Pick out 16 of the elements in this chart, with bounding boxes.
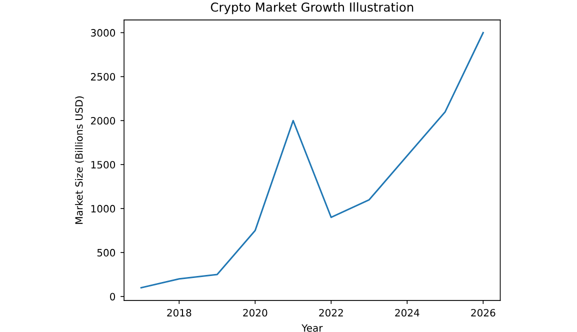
x-tick-label: 2026 [471,308,496,317]
y-tick-label: 500 [97,248,116,256]
y-tick-label: 1000 [91,204,116,212]
x-tick-label: 2020 [243,308,268,317]
y-tick-label: 2000 [91,116,116,125]
y-axis-title: Market Size (Billions USD) [75,96,84,224]
y-tick-label: 3000 [91,29,116,37]
x-tick-label: 2022 [319,308,343,317]
y-tick-label: 2500 [91,73,116,81]
x-tick-label: 2024 [395,308,420,317]
x-tick-label: 2018 [167,308,192,317]
line-series [140,32,484,288]
chart-title: Crypto Market Growth Illustration [210,2,414,14]
y-tick-label: 0 [110,292,116,300]
x-axis-title: Year [302,324,323,332]
y-tick-label: 1500 [91,160,116,169]
